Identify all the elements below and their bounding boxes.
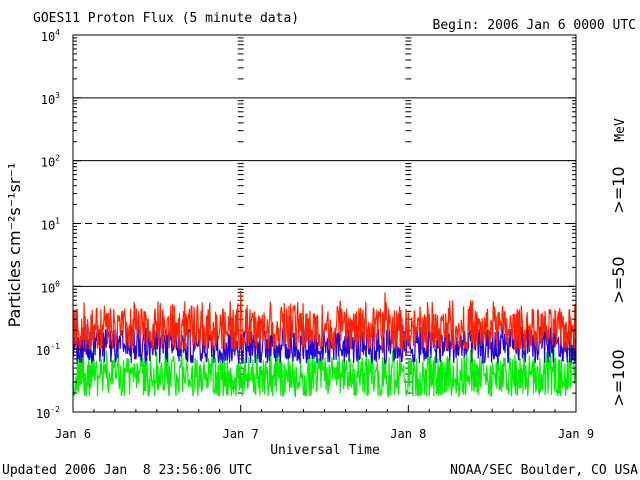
series-line	[72, 290, 577, 352]
begin-label: Begin: 2006 Jan 6 0000 UTC	[433, 18, 637, 33]
y-tick-label: 103	[41, 91, 60, 107]
y-tick-label: 100	[41, 279, 60, 295]
x-axis-label: Universal Time	[270, 443, 380, 458]
axis-layer: 10-2 10-1 100 101 102 103 104 Jan 6 Jan 7 Jan 8 Ja…	[36, 28, 594, 441]
y-axis-label: Particles cm⁻²s⁻¹sr⁻¹	[5, 163, 24, 328]
plot-frame	[72, 34, 577, 413]
y-tick-label: 101	[41, 217, 60, 233]
source-label: NOAA/SEC Boulder, CO USA	[450, 463, 638, 478]
x-tick-label: Jan 7	[223, 427, 259, 441]
legend-ge10: >=10	[609, 166, 628, 213]
updated-label: Updated 2006 Jan 8 23:56:06 UTC	[2, 463, 252, 478]
series-line	[72, 349, 577, 399]
y-tick-label: 102	[41, 154, 60, 170]
x-tick-label: Jan 6	[55, 427, 91, 441]
y-tick-label: 104	[41, 28, 60, 44]
series-layer	[72, 290, 577, 399]
legend-ge50: >=50	[609, 256, 628, 303]
chart-title: GOES11 Proton Flux (5 minute data)	[33, 11, 299, 26]
legend-mev: MeV	[613, 118, 628, 142]
x-tick-label: Jan 9	[558, 427, 594, 441]
legend-ge100: >=100	[609, 349, 628, 406]
y-tick-label: 10-1	[36, 342, 60, 358]
y-tick-label: 10-2	[36, 405, 60, 421]
x-tick-label: Jan 8	[390, 427, 426, 441]
